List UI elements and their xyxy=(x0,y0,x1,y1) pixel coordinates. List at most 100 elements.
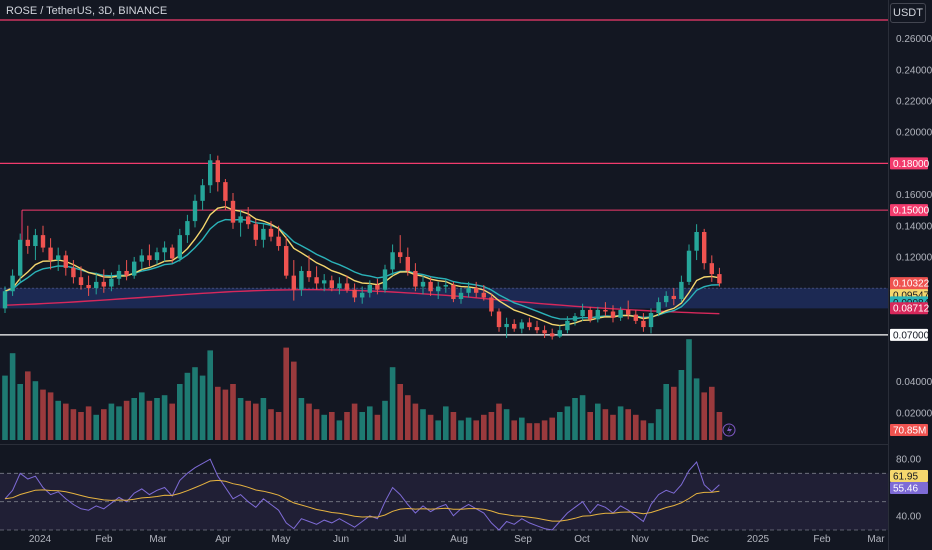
price-tick-label: 0.04000 xyxy=(896,377,932,388)
badge-ma-long: 0.08712 xyxy=(893,304,930,315)
volume-bar xyxy=(701,392,707,440)
volume-bar xyxy=(443,406,449,440)
candle-body xyxy=(443,285,448,287)
badge-rsi-ma: 61.95 xyxy=(893,472,918,483)
volume-bar xyxy=(420,409,426,440)
volume-bar xyxy=(215,386,221,440)
volume-bar xyxy=(473,420,479,440)
candle-body xyxy=(200,185,205,201)
candle-body xyxy=(56,255,61,261)
badge-volume-bg xyxy=(890,424,928,436)
volume-bar xyxy=(595,403,601,440)
candle-body xyxy=(633,314,638,321)
rsi-ma-line xyxy=(4,479,720,522)
candle-body xyxy=(626,309,631,315)
candle-body xyxy=(329,280,334,289)
time-tick-label: 2024 xyxy=(29,534,52,545)
time-tick-label: Mar xyxy=(867,534,885,545)
candle-body xyxy=(466,288,471,293)
volume-bar xyxy=(374,414,381,440)
volume-bar xyxy=(237,398,244,440)
candle-body xyxy=(420,281,426,287)
volume-bar xyxy=(397,384,403,440)
badge-ema-fast: 0.09547 xyxy=(893,291,930,302)
time-tick-label: Apr xyxy=(215,534,231,545)
time-tick-label: Jun xyxy=(333,534,349,545)
volume-bar xyxy=(655,409,662,440)
volume-bar xyxy=(131,398,137,440)
candle-body xyxy=(367,285,372,293)
volume-bar xyxy=(123,400,130,440)
badge-volume: 70.85M xyxy=(893,426,926,437)
volume-bar xyxy=(260,398,267,440)
time-tick-label: Feb xyxy=(813,534,831,545)
candle-body xyxy=(132,261,137,276)
volume-bar xyxy=(245,400,251,440)
candle-body xyxy=(139,255,144,262)
volume-bar xyxy=(139,392,145,440)
candle-body xyxy=(154,252,160,261)
candle-body xyxy=(10,275,15,292)
candle-body xyxy=(572,316,578,321)
candle-body xyxy=(185,221,190,236)
badge-support: 0.07000 xyxy=(893,330,930,341)
volume-bar xyxy=(55,400,61,440)
candle-body xyxy=(2,291,8,309)
candle-body xyxy=(550,333,555,337)
price-tick-label: 0.22000 xyxy=(896,97,932,108)
volume-bar xyxy=(146,400,153,440)
volume-bar xyxy=(199,375,206,440)
rsi-tick-label: 40.00 xyxy=(896,511,921,522)
candle-body xyxy=(177,235,182,259)
candle-body xyxy=(588,309,593,320)
candle-body xyxy=(40,235,46,248)
badge-rsi-bg xyxy=(890,482,928,494)
volume-bar xyxy=(549,417,555,440)
volume-bar xyxy=(435,420,441,440)
volume-bar xyxy=(40,389,46,440)
candle-body xyxy=(436,286,441,292)
candle-body xyxy=(94,281,99,289)
volume-bar xyxy=(625,409,631,440)
volume-bar xyxy=(412,403,419,440)
candle-body xyxy=(192,200,198,222)
volume-bar xyxy=(663,384,669,440)
badge-015-bg xyxy=(890,204,928,217)
volume-bar xyxy=(298,398,305,440)
badge-018: 0.18000 xyxy=(893,159,930,170)
candle-body xyxy=(230,200,236,223)
volume-bar xyxy=(496,403,502,440)
candle-body xyxy=(86,285,91,289)
volume-bar xyxy=(481,414,487,440)
volume-bar xyxy=(47,392,54,440)
price-tick-label: 0.26000 xyxy=(896,34,932,45)
candle-body xyxy=(276,236,281,247)
candle-body xyxy=(299,270,304,290)
candle-body xyxy=(63,255,68,268)
volume-bar xyxy=(557,412,563,440)
volume-bar xyxy=(25,371,31,440)
candle-body xyxy=(504,323,509,328)
volume-bar xyxy=(321,414,327,440)
candle-body xyxy=(322,280,327,284)
badge-rsi-ma-bg xyxy=(890,470,928,482)
badge-current-price: 0.10322 xyxy=(893,279,930,290)
volume-bar xyxy=(78,412,84,440)
candle-body xyxy=(595,309,600,320)
volume-bar xyxy=(640,420,647,440)
volume-bar xyxy=(17,384,23,440)
volume-bar xyxy=(253,403,259,440)
volume-bar xyxy=(177,384,183,440)
candle-body xyxy=(648,313,654,328)
candle-body xyxy=(33,235,38,247)
volume-bar xyxy=(116,406,122,440)
volume-bar xyxy=(108,403,115,440)
price-tick-label: 0.20000 xyxy=(896,128,932,139)
candle-body xyxy=(162,247,167,253)
volume-bar xyxy=(169,403,175,440)
candle-body xyxy=(360,292,365,298)
candle-body xyxy=(496,311,502,328)
volume-bar xyxy=(344,412,350,440)
currency-button[interactable]: USDT xyxy=(890,3,926,23)
